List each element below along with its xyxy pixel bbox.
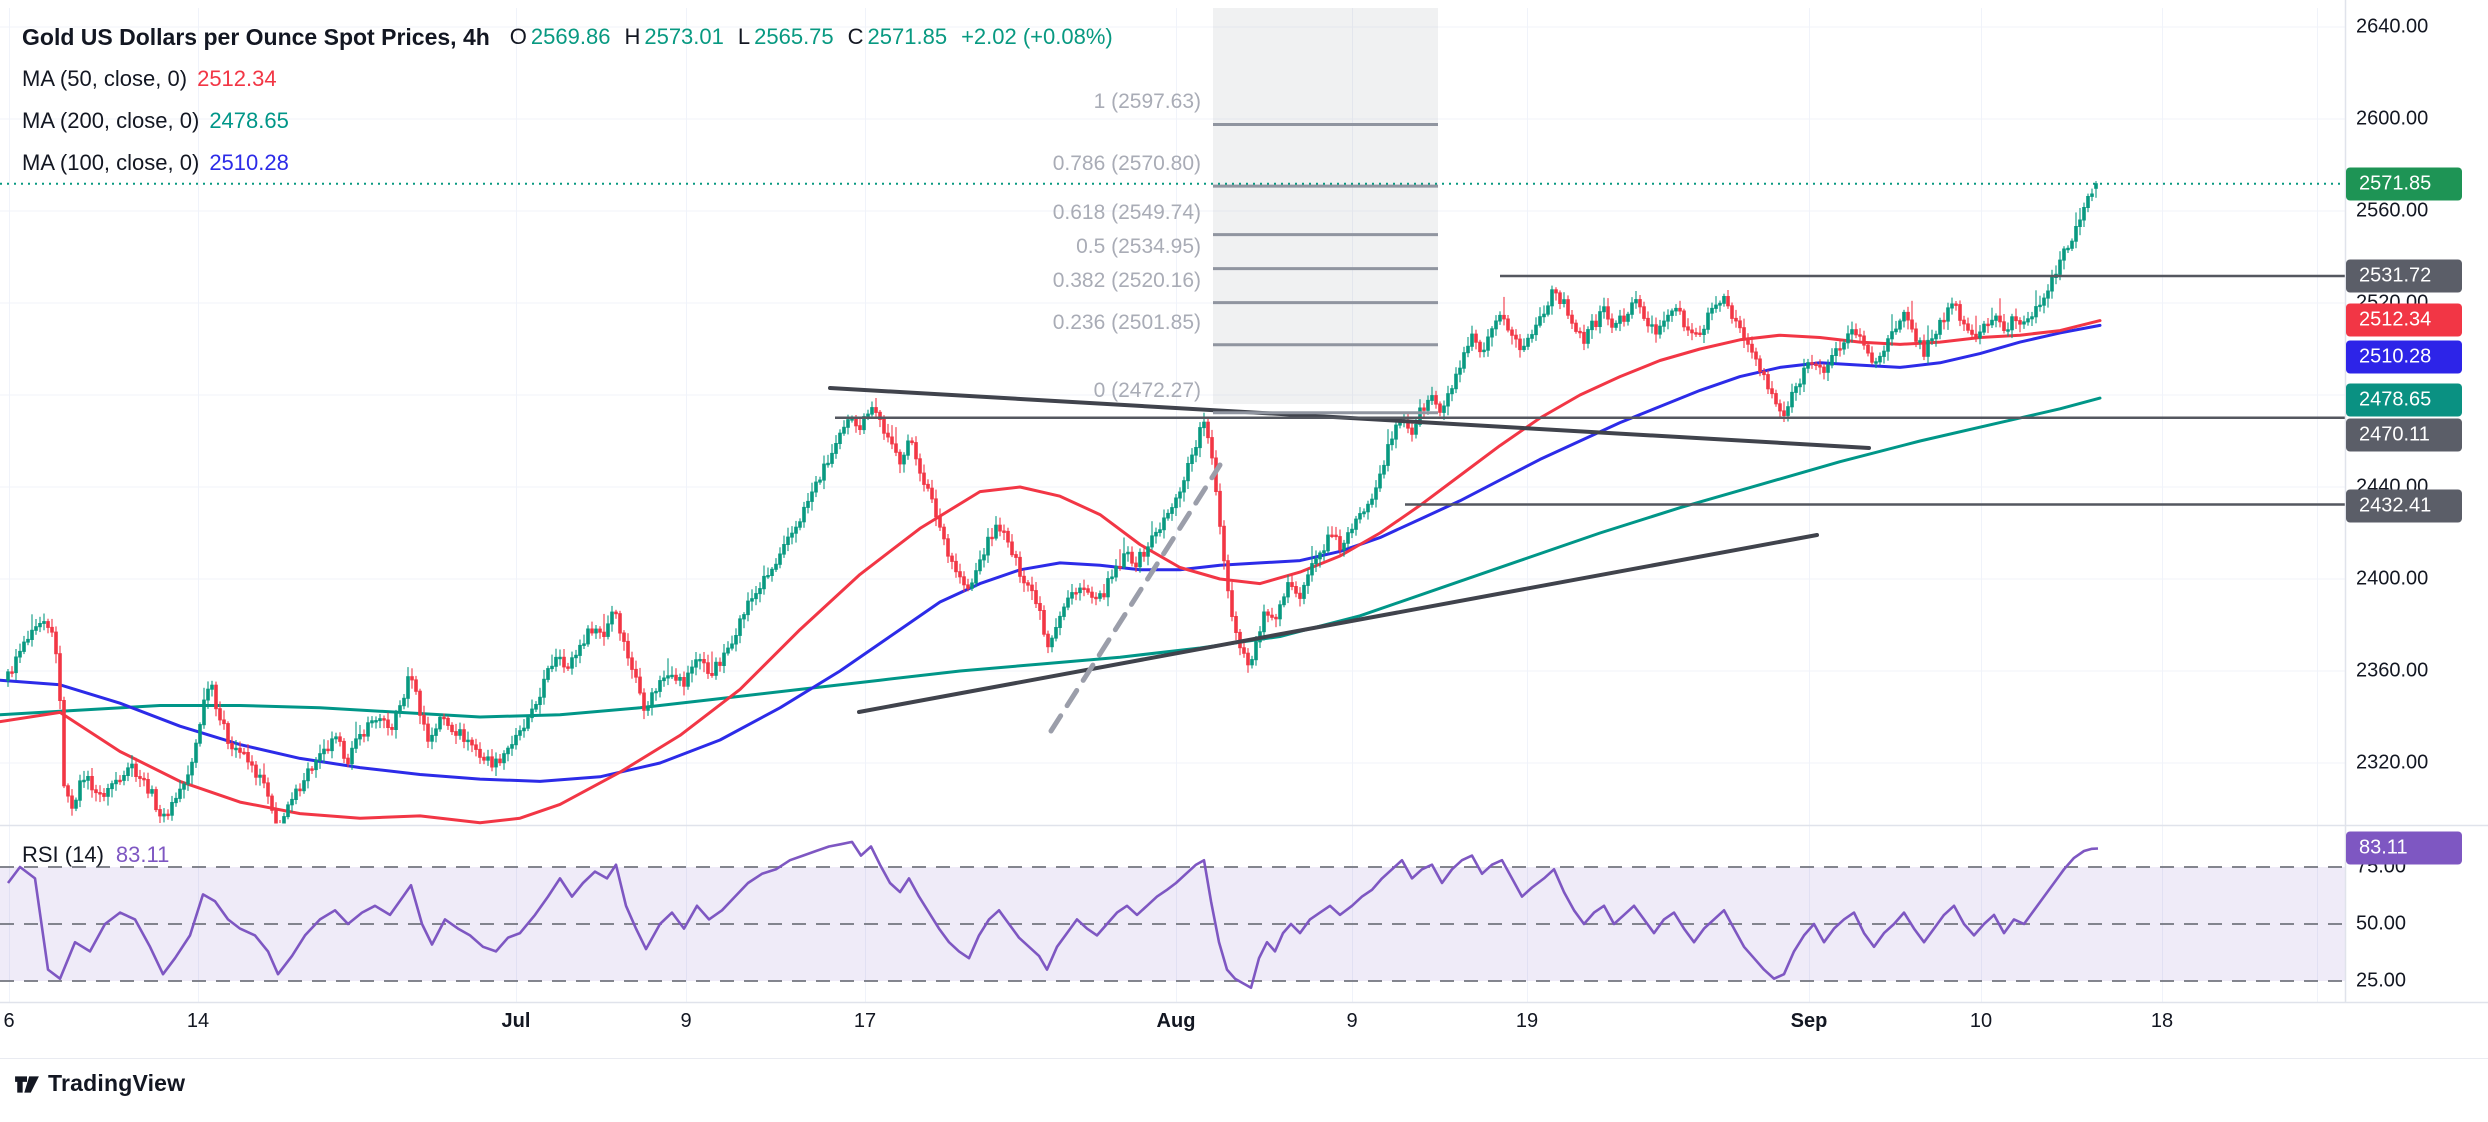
trendline	[857, 533, 1819, 714]
time-axis-label: Jul	[501, 1010, 531, 1032]
open-label: O	[509, 24, 527, 49]
price-axis-badge: 2478.65	[2346, 383, 2462, 417]
indicator-row-ma200[interactable]: MA (200, close, 0) 2478.65	[22, 100, 1113, 142]
indicator-row-ma50[interactable]: MA (50, close, 0) 2512.34	[22, 58, 1113, 100]
indicator-row-ma100[interactable]: MA (100, close, 0) 2510.28	[22, 142, 1113, 184]
tradingview-logo-icon	[15, 1075, 39, 1093]
indicator-row-rsi[interactable]: RSI (14) 83.11	[22, 842, 169, 868]
time-axis-label: 6	[3, 1010, 15, 1032]
price-axis-badge: 2571.85	[2346, 167, 2462, 201]
price-axis-label: 2560.00	[2356, 199, 2429, 222]
time-axis-label: 17	[853, 1010, 877, 1032]
trendline	[1048, 462, 1223, 734]
low-value: 2565.75	[754, 24, 834, 49]
symbol-legend-row[interactable]: Gold US Dollars per Ounce Spot Prices, 4…	[22, 16, 1113, 58]
price-axis-label: 2400.00	[2356, 567, 2429, 590]
low-label: L	[737, 24, 751, 49]
price-axis-badge: 2510.28	[2346, 340, 2462, 374]
chart-legend: Gold US Dollars per Ounce Spot Prices, 4…	[22, 16, 1113, 184]
price-axis-label: 25.00	[2356, 969, 2407, 992]
ohlc-readout: O 2569.86 H 2573.01 L 2565.75 C 2571.85 …	[510, 24, 1113, 50]
close-label: C	[847, 24, 864, 49]
fib-band	[1213, 8, 1438, 404]
high-value: 2573.01	[644, 24, 724, 49]
ma-200-line	[0, 396, 2102, 719]
rsi-line	[6, 840, 2099, 990]
price-axis-badge: 2512.34	[2346, 303, 2462, 337]
ma200-label: MA (200, close, 0)	[22, 108, 200, 133]
ma100-label: MA (100, close, 0)	[22, 150, 200, 175]
ma200-value: 2478.65	[209, 108, 289, 133]
time-axis-label: 14	[186, 1010, 210, 1032]
price-axis-label: 2600.00	[2356, 107, 2429, 130]
time-axis-label: Aug	[1156, 1010, 1196, 1032]
ma50-label: MA (50, close, 0)	[22, 66, 188, 91]
rsi-label: RSI (14)	[22, 842, 104, 867]
price-axis-badge: 83.11	[2346, 831, 2462, 865]
time-axis-label: 9	[680, 1010, 692, 1032]
price-axis-label: 2320.00	[2356, 751, 2429, 774]
tradingview-logo-text: TradingView	[48, 1070, 186, 1096]
ma-100-line	[0, 323, 2102, 783]
price-axis-label: 2360.00	[2356, 659, 2429, 682]
open-value: 2569.86	[530, 24, 611, 49]
price-axis-badge: 2432.41	[2346, 489, 2462, 523]
price-axis-label: 50.00	[2356, 912, 2407, 935]
symbol-title: Gold US Dollars per Ounce Spot Prices, 4…	[22, 23, 490, 50]
candles-up	[6, 181, 2098, 824]
ma50-value: 2512.34	[197, 66, 277, 91]
tradingview-logo[interactable]: TradingView	[14, 1070, 185, 1097]
change-value: +2.02 (+0.08%)	[961, 24, 1113, 49]
price-axis-badge: 2470.11	[2346, 418, 2462, 452]
ma100-value: 2510.28	[209, 150, 289, 175]
time-axis-label: 9	[1346, 1010, 1358, 1032]
price-axis-label: 2640.00	[2356, 15, 2429, 38]
ma-50-line	[0, 319, 2102, 825]
rsi-value: 83.11	[115, 842, 170, 867]
time-axis-label: 19	[1515, 1010, 1539, 1032]
high-label: H	[624, 24, 641, 49]
time-axis-label: 18	[2150, 1010, 2174, 1032]
close-value: 2571.85	[867, 24, 948, 49]
time-axis-label: Sep	[1790, 1010, 1828, 1032]
time-axis-label: 10	[1969, 1010, 1993, 1032]
price-axis-badge: 2531.72	[2346, 259, 2462, 293]
candles-down	[10, 287, 2022, 824]
